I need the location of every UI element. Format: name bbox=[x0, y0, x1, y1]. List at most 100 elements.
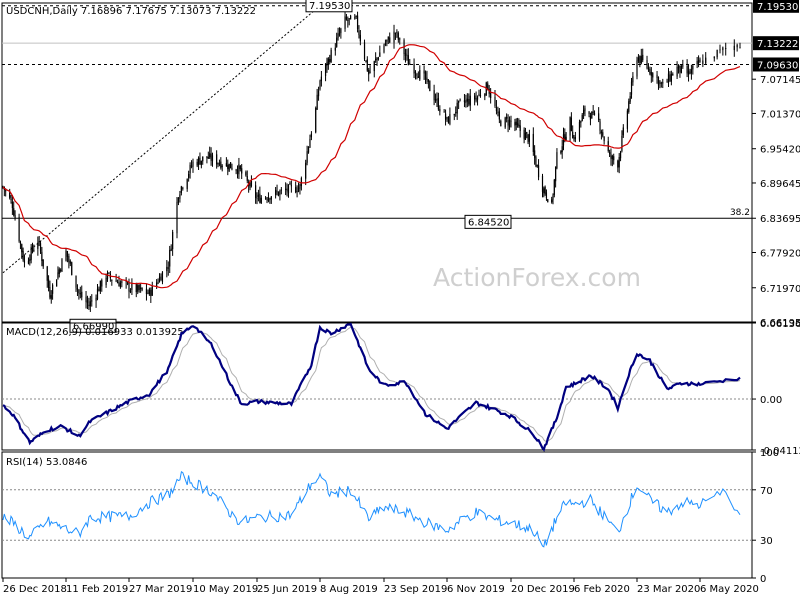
candle-body bbox=[21, 244, 23, 253]
price-tick-label: 6.77920 bbox=[760, 248, 800, 259]
current-price-label: 7.13222 bbox=[757, 39, 798, 50]
candle-body bbox=[161, 271, 164, 283]
annotation-box bbox=[305, 0, 353, 13]
price-title: USDCNH,Daily 7.16896 7.17675 7.13073 7.1… bbox=[6, 6, 256, 17]
candle-body bbox=[267, 197, 270, 202]
candle-body bbox=[444, 113, 447, 120]
candle-body bbox=[305, 162, 307, 179]
candle-body bbox=[429, 80, 431, 92]
candle-body bbox=[101, 280, 103, 287]
candle-body bbox=[434, 98, 437, 102]
macd-signal-line bbox=[2, 326, 741, 443]
candle-body bbox=[692, 65, 694, 70]
candle-body bbox=[387, 36, 389, 40]
candle-body bbox=[336, 37, 338, 47]
candle-body bbox=[404, 52, 407, 56]
candle-body bbox=[547, 199, 549, 203]
candle-body bbox=[573, 138, 575, 140]
candle-body bbox=[49, 287, 51, 298]
candle-body bbox=[327, 58, 329, 65]
macd-pane-frame bbox=[1, 322, 753, 451]
candle-body bbox=[309, 138, 311, 148]
candle-body bbox=[589, 115, 592, 120]
candle-body bbox=[396, 31, 398, 33]
candle-body bbox=[572, 131, 574, 139]
candle-body bbox=[669, 74, 671, 81]
candle-body bbox=[108, 272, 110, 274]
candle-body bbox=[275, 189, 277, 195]
candle-body bbox=[221, 165, 223, 167]
candle-body bbox=[553, 179, 555, 195]
candle-body bbox=[536, 165, 538, 167]
candle-body bbox=[23, 260, 26, 263]
candle-body bbox=[218, 163, 221, 165]
candle-body bbox=[148, 289, 150, 295]
candle-body bbox=[437, 98, 440, 110]
candle-body bbox=[619, 151, 622, 159]
candle-body bbox=[702, 60, 704, 65]
candle-body bbox=[126, 282, 129, 284]
candle-body bbox=[88, 304, 90, 307]
candle-body bbox=[56, 279, 58, 287]
candle-body bbox=[564, 134, 566, 141]
candle-body bbox=[660, 82, 662, 84]
candle-body bbox=[588, 111, 590, 115]
candle-body bbox=[514, 122, 516, 126]
candle-body bbox=[220, 161, 222, 168]
macd-tick-label: 0.00 bbox=[760, 395, 782, 406]
candle-body bbox=[75, 275, 77, 288]
candle-body bbox=[551, 199, 553, 203]
candle-body bbox=[359, 34, 361, 42]
candle-body bbox=[409, 63, 411, 65]
candle-body bbox=[199, 157, 201, 165]
price-tick-label: 6.95420 bbox=[760, 145, 800, 156]
candle-body bbox=[141, 287, 143, 291]
candle-body bbox=[561, 146, 563, 152]
candle-body bbox=[528, 134, 530, 142]
candle-body bbox=[276, 191, 278, 193]
candle-body bbox=[494, 96, 496, 107]
candle-body bbox=[580, 120, 582, 123]
candle-body bbox=[656, 74, 658, 78]
annotation-label: 7.19530 bbox=[309, 1, 350, 12]
candle-body bbox=[145, 288, 148, 294]
candle-body bbox=[338, 33, 341, 35]
candle-body bbox=[639, 56, 641, 64]
price-tick-label: 6.89645 bbox=[760, 179, 800, 190]
candle-body bbox=[207, 157, 209, 159]
candle-body bbox=[416, 74, 418, 76]
candle-body bbox=[419, 70, 421, 80]
candle-body bbox=[498, 111, 500, 120]
candle-body bbox=[389, 37, 391, 43]
candle-body bbox=[510, 120, 512, 122]
candle-body bbox=[71, 262, 73, 275]
candle-body bbox=[310, 133, 313, 138]
candle-body bbox=[697, 59, 700, 64]
candle-body bbox=[196, 161, 198, 166]
candle-body bbox=[647, 67, 650, 70]
candle-body bbox=[383, 45, 385, 53]
candle-body bbox=[369, 71, 371, 73]
candle-body bbox=[636, 60, 638, 77]
candle-body bbox=[277, 191, 280, 196]
candle-body bbox=[46, 266, 48, 281]
candle-body bbox=[137, 285, 139, 292]
candle-body bbox=[299, 184, 301, 189]
candle-body bbox=[611, 155, 613, 160]
annotation-label: 6.84520 bbox=[468, 217, 509, 228]
candle-body bbox=[279, 190, 281, 195]
rsi-tick-label: 30 bbox=[760, 536, 773, 547]
candle-body bbox=[523, 129, 525, 139]
candle-body bbox=[532, 133, 534, 152]
candle-body bbox=[526, 132, 528, 134]
candle-body bbox=[622, 127, 624, 136]
candle-body bbox=[543, 188, 545, 194]
candle-body bbox=[406, 54, 408, 56]
candle-body bbox=[500, 120, 502, 127]
candle-body bbox=[699, 59, 701, 63]
candle-body bbox=[504, 117, 506, 128]
candle-body bbox=[256, 197, 258, 199]
candle-body bbox=[13, 208, 15, 216]
candle-body bbox=[57, 272, 59, 279]
